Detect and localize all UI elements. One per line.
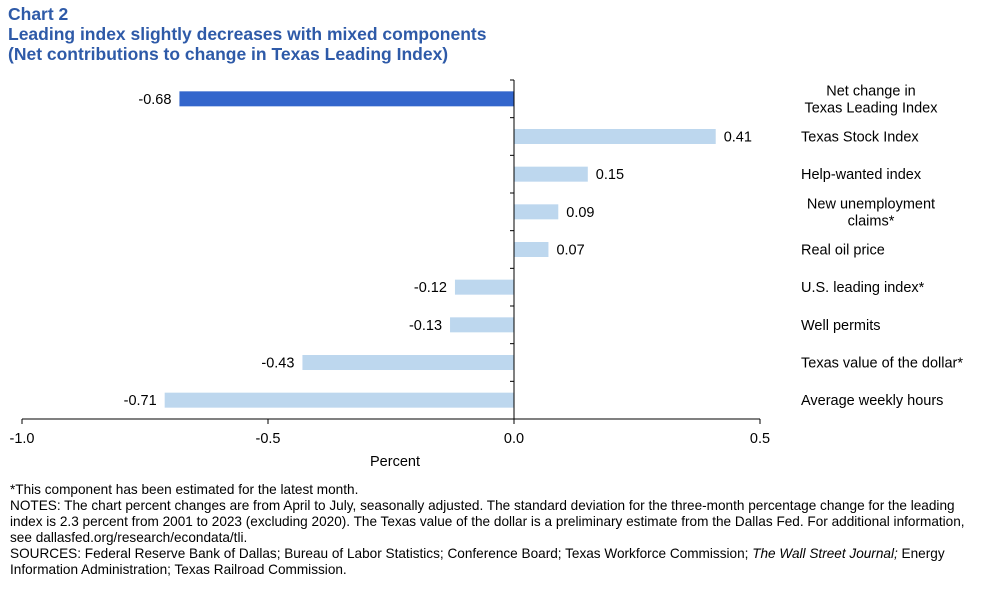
category-label-7-0: Texas value of the dollar* (801, 356, 963, 372)
category-label-1-0: Texas Stock Index (801, 130, 919, 146)
category-label-4-0: Real oil price (801, 243, 885, 259)
value-label-3: 0.09 (566, 205, 594, 221)
bar-8 (164, 392, 514, 408)
bar-5 (454, 279, 514, 295)
sources-text: SOURCES: Federal Reserve Bank of Dallas;… (10, 546, 985, 578)
x-tick-label-2: 0.0 (504, 431, 524, 447)
value-label-0: -0.68 (138, 92, 171, 108)
value-label-1: 0.41 (724, 130, 752, 146)
sources-italic: The Wall Street Journal; (752, 546, 898, 561)
category-label-2-0: Help-wanted index (801, 167, 922, 183)
value-label-5: -0.12 (414, 280, 447, 296)
bar-2 (514, 166, 588, 182)
chart-number: Chart 2 (8, 4, 69, 24)
category-label-0-1: Texas Leading Index (804, 100, 938, 116)
value-label-7: -0.43 (261, 356, 294, 372)
x-tick-label-3: 0.5 (750, 431, 770, 447)
estimate-note: *This component has been estimated for t… (10, 482, 359, 497)
chart-title-block: Chart 2 Leading index slightly decreases… (8, 4, 486, 64)
category-label-0-0: Net change in (826, 83, 915, 99)
category-label-5-0: U.S. leading index* (801, 280, 925, 296)
bar-0 (179, 91, 514, 107)
bar-7 (302, 355, 514, 370)
value-label-2: 0.15 (596, 167, 624, 183)
chart-title: Leading index slightly decreases with mi… (8, 24, 487, 44)
category-label-3-0: New unemployment (807, 196, 935, 212)
bar-4 (514, 242, 549, 257)
value-label-6: -0.13 (409, 318, 442, 334)
category-label-3-1: claims* (848, 213, 895, 229)
x-axis-label: Percent (370, 454, 420, 470)
footnotes: *This component has been estimated for t… (10, 482, 985, 578)
chart-subtitle: (Net contributions to change in Texas Le… (8, 44, 449, 64)
category-label-6-0: Well permits (801, 318, 881, 334)
sources-prefix: SOURCES: Federal Reserve Bank of Dallas;… (10, 546, 753, 561)
bar-6 (450, 317, 514, 333)
category-label-8-0: Average weekly hours (801, 393, 943, 409)
notes-text: NOTES: The chart percent changes are fro… (10, 498, 965, 545)
x-tick-label-0: -1.0 (10, 431, 35, 447)
value-label-8: -0.71 (124, 393, 157, 409)
sources-suffix: Energy Information Administration; Texas… (10, 546, 945, 577)
value-label-4: 0.07 (556, 243, 584, 259)
bar-1 (514, 129, 716, 144)
bar-3 (514, 204, 559, 220)
x-tick-label-1: -0.5 (256, 431, 281, 447)
